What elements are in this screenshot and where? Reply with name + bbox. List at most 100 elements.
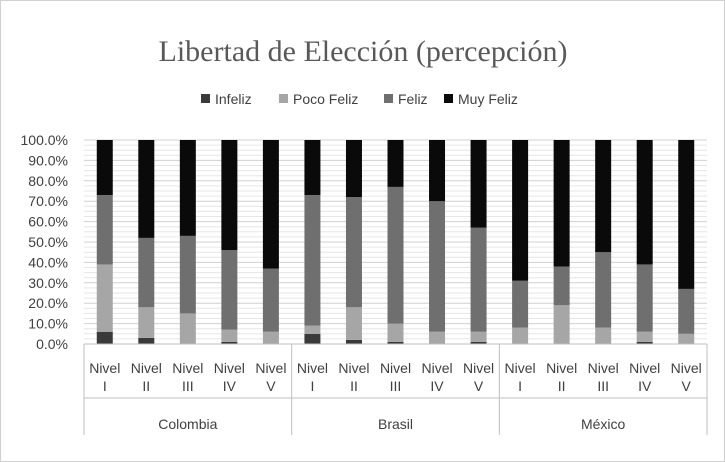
y-tick-label: 20.0% bbox=[28, 295, 68, 311]
x-category-label: I bbox=[103, 378, 107, 394]
y-tick-label: 0.0% bbox=[36, 336, 68, 352]
x-group-label: México bbox=[581, 416, 626, 432]
bar-segment-poco-feliz bbox=[387, 323, 404, 342]
bar-segment-feliz bbox=[221, 250, 238, 330]
bar-segment-feliz bbox=[636, 264, 653, 332]
x-category-label: II bbox=[350, 378, 358, 394]
legend: Infeliz Poco Feliz Feliz Muy Feliz bbox=[201, 91, 518, 107]
bar-segment-feliz bbox=[179, 235, 196, 314]
bar-segment-poco-feliz bbox=[304, 325, 321, 334]
x-category-label: Nivel bbox=[629, 360, 660, 376]
y-tick-label: 50.0% bbox=[28, 234, 68, 250]
legend-label-2: Feliz bbox=[398, 91, 428, 107]
bar-segment-poco-feliz bbox=[553, 305, 570, 344]
bar-segment-infeliz bbox=[387, 341, 404, 344]
y-tick-label: 90.0% bbox=[28, 152, 68, 168]
bar-segment-muy-feliz bbox=[262, 140, 279, 269]
y-tick-label: 100.0% bbox=[21, 132, 68, 148]
bar-segment-muy-feliz bbox=[636, 140, 653, 265]
x-category-label: Nivel bbox=[671, 360, 702, 376]
bar-segment-feliz bbox=[429, 201, 446, 332]
bar-segment-muy-feliz bbox=[678, 140, 695, 289]
bar-segment-infeliz bbox=[96, 331, 113, 344]
chart-title: Libertad de Elección (percepción) bbox=[159, 35, 568, 68]
bar-segment-poco-feliz bbox=[345, 307, 362, 340]
bar-segment-poco-feliz bbox=[595, 327, 612, 344]
x-category-label: V bbox=[682, 378, 692, 394]
bar-segment-infeliz bbox=[138, 337, 155, 344]
bar-segment-muy-feliz bbox=[138, 140, 155, 238]
x-category-label: Nivel bbox=[546, 360, 577, 376]
bar-segment-feliz bbox=[512, 280, 529, 328]
bar-segment-infeliz bbox=[345, 339, 362, 344]
bar-segment-feliz bbox=[678, 288, 695, 334]
bar-segment-muy-feliz bbox=[96, 140, 113, 196]
x-category-label: Nivel bbox=[172, 360, 203, 376]
bar-segment-feliz bbox=[138, 237, 155, 308]
bar-segment-feliz bbox=[595, 252, 612, 328]
bar-segment-poco-feliz bbox=[262, 331, 279, 344]
bars bbox=[96, 140, 695, 344]
bar-segment-feliz bbox=[96, 195, 113, 265]
bar-segment-muy-feliz bbox=[345, 140, 362, 198]
x-category-label: Nivel bbox=[297, 360, 328, 376]
bar-segment-infeliz bbox=[221, 341, 238, 344]
bar-segment-poco-feliz bbox=[96, 264, 113, 332]
x-category-label: III bbox=[390, 378, 402, 394]
x-category-label: Nivel bbox=[463, 360, 494, 376]
x-axis: NivelINivelIINivelIIINivelIVNivelVNivelI… bbox=[83, 343, 708, 435]
y-tick-label: 40.0% bbox=[28, 254, 68, 270]
x-category-label: I bbox=[310, 378, 314, 394]
bar-segment-feliz bbox=[304, 195, 321, 326]
x-category-label: II bbox=[142, 378, 150, 394]
x-category-label: Nivel bbox=[255, 360, 286, 376]
bar-segment-muy-feliz bbox=[553, 140, 570, 267]
bar-segment-feliz bbox=[470, 227, 487, 332]
y-tick-label: 80.0% bbox=[28, 173, 68, 189]
y-tick-label: 60.0% bbox=[28, 214, 68, 230]
legend-label-0: Infeliz bbox=[215, 91, 252, 107]
bar-segment-poco-feliz bbox=[138, 307, 155, 338]
x-category-label: IV bbox=[223, 378, 237, 394]
x-category-label: Nivel bbox=[380, 360, 411, 376]
legend-label-1: Poco Feliz bbox=[293, 91, 358, 107]
x-category-label: Nivel bbox=[131, 360, 162, 376]
legend-label-3: Muy Feliz bbox=[458, 91, 518, 107]
x-group-label: Colombia bbox=[158, 416, 217, 432]
x-category-label: Nivel bbox=[505, 360, 536, 376]
x-category-label: III bbox=[182, 378, 194, 394]
x-group-label: Brasil bbox=[378, 416, 413, 432]
x-category-label: V bbox=[474, 378, 484, 394]
bar-segment-infeliz bbox=[636, 341, 653, 344]
legend-swatch-0 bbox=[201, 94, 210, 103]
x-category-label: Nivel bbox=[214, 360, 245, 376]
y-tick-label: 10.0% bbox=[28, 316, 68, 332]
bar-segment-poco-feliz bbox=[470, 331, 487, 342]
bar-segment-infeliz bbox=[470, 341, 487, 344]
bar-segment-muy-feliz bbox=[304, 140, 321, 196]
bar-segment-infeliz bbox=[304, 333, 321, 344]
bar-segment-muy-feliz bbox=[512, 140, 529, 281]
bar-segment-poco-feliz bbox=[512, 327, 529, 344]
x-category-label: III bbox=[597, 378, 609, 394]
y-tick-label: 30.0% bbox=[28, 275, 68, 291]
x-category-label: IV bbox=[430, 378, 444, 394]
bar-segment-muy-feliz bbox=[387, 140, 404, 187]
bar-segment-poco-feliz bbox=[429, 331, 446, 344]
x-category-label: Nivel bbox=[338, 360, 369, 376]
bar-segment-feliz bbox=[387, 186, 404, 324]
bar-segment-poco-feliz bbox=[221, 329, 238, 342]
bar-segment-muy-feliz bbox=[595, 140, 612, 253]
bar-segment-feliz bbox=[345, 197, 362, 308]
y-axis: 0.0% 10.0% 20.0% 30.0% 40.0% 50.0% 60.0% 70.0% 8… bbox=[21, 132, 68, 352]
x-category-label: Nivel bbox=[421, 360, 452, 376]
x-category-label: V bbox=[266, 378, 276, 394]
bar-segment-muy-feliz bbox=[429, 140, 446, 202]
legend-swatch-3 bbox=[444, 94, 453, 103]
bar-segment-muy-feliz bbox=[179, 140, 196, 236]
bar-segment-poco-feliz bbox=[636, 331, 653, 342]
bar-segment-muy-feliz bbox=[221, 140, 238, 251]
y-tick-label: 70.0% bbox=[28, 193, 68, 209]
bar-segment-feliz bbox=[262, 268, 279, 332]
